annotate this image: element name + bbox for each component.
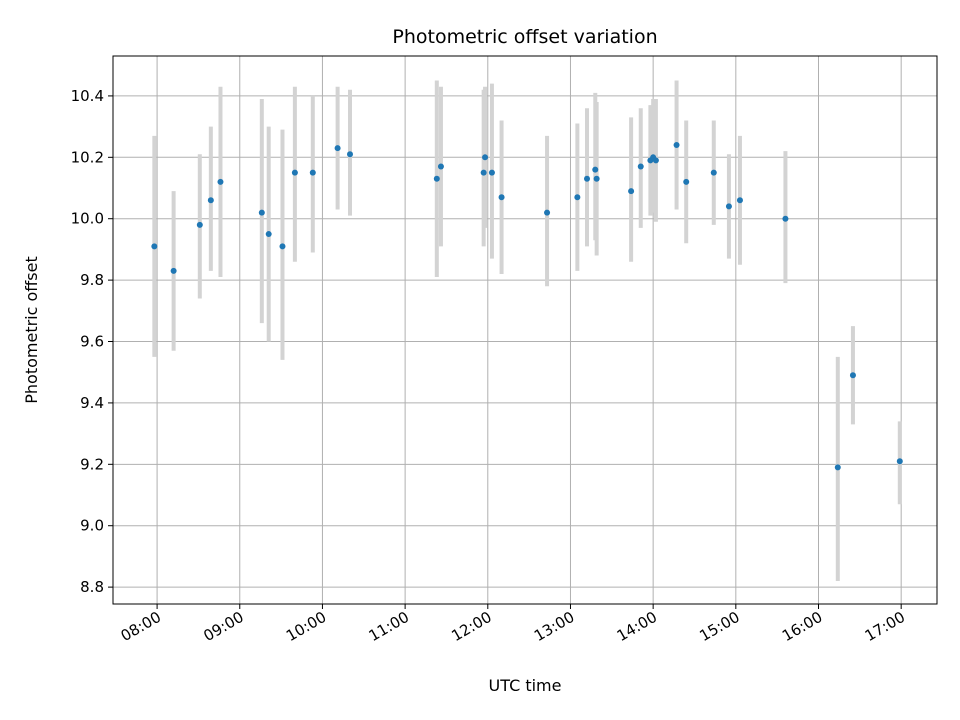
data-point [151, 243, 158, 250]
y-tick-label: 10.2 [71, 148, 104, 166]
data-point [592, 166, 599, 173]
data-point [309, 169, 316, 176]
data-point [334, 145, 341, 152]
data-point [782, 215, 789, 222]
data-point [347, 151, 354, 158]
data-point [628, 188, 635, 195]
data-point [652, 157, 659, 164]
data-point [574, 194, 581, 201]
data-point [725, 203, 732, 210]
data-point [265, 231, 272, 238]
y-tick-label: 10.0 [71, 210, 104, 228]
data-point [849, 372, 856, 379]
data-point [207, 197, 214, 204]
data-point [258, 209, 265, 216]
plot-frame [112, 55, 938, 605]
data-point [488, 169, 495, 176]
data-point [584, 175, 591, 182]
data-point [637, 163, 644, 170]
data-point [498, 194, 505, 201]
data-point [437, 163, 444, 170]
data-point [544, 209, 551, 216]
data-point [170, 267, 177, 274]
data-point [834, 464, 841, 471]
chart-title: Photometric offset variation [392, 26, 657, 48]
data-point [196, 221, 203, 228]
data-point [896, 458, 903, 465]
data-point [683, 178, 690, 185]
y-tick-label: 9.6 [80, 333, 104, 351]
data-point [279, 243, 286, 250]
data-point [433, 175, 440, 182]
y-tick-label: 9.0 [80, 517, 104, 535]
y-axis-label: Photometric offset [22, 256, 41, 404]
data-point [291, 169, 298, 176]
data-points [151, 142, 903, 471]
data-point [482, 154, 489, 161]
y-tick-label: 8.8 [80, 578, 104, 596]
y-tick-label: 10.4 [71, 87, 104, 105]
grid-lines [113, 56, 937, 604]
data-point [480, 169, 487, 176]
data-point [593, 175, 600, 182]
y-tick-label: 9.4 [80, 394, 104, 412]
data-point [217, 178, 224, 185]
data-point [673, 142, 680, 149]
x-axis-label: UTC time [489, 676, 562, 695]
data-point [710, 169, 717, 176]
data-point [736, 197, 743, 204]
y-axis-ticks: 8.8 9.0 9.2 9.4 9.6 9.8 10.0 10.2 10.4 [71, 87, 113, 596]
y-tick-label: 9.8 [80, 271, 104, 289]
y-tick-label: 9.2 [80, 455, 104, 473]
